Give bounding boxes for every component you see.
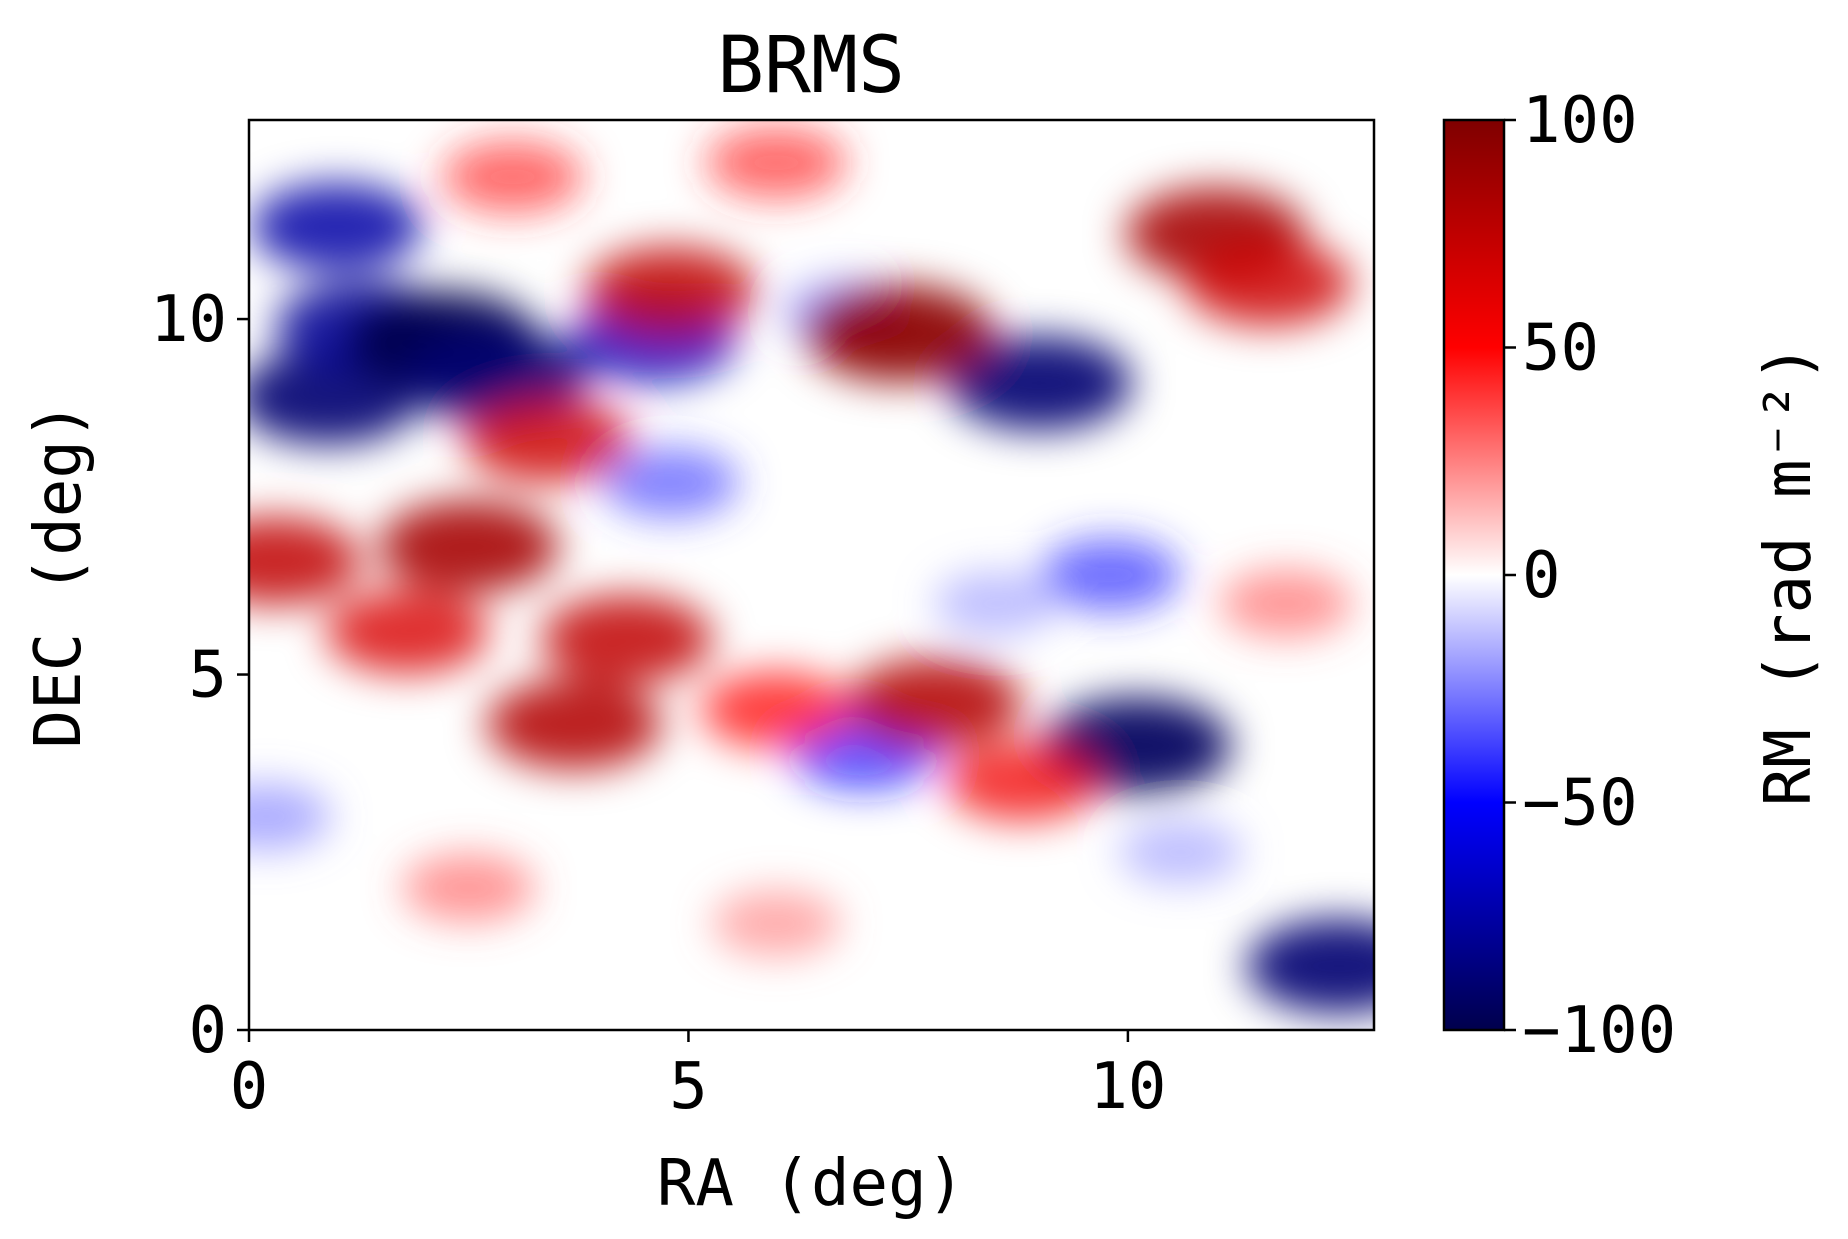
y-axis: 0 5 10 <box>150 283 249 1068</box>
colorbar-tick-label: 0 <box>1522 539 1561 613</box>
heatmap-feature <box>541 594 713 684</box>
colorbar: 100 50 0 −50 −100 RM (rad m⁻²) <box>1442 84 1826 1068</box>
heatmap-feature <box>249 783 331 850</box>
heatmap-feature <box>705 126 847 199</box>
heatmap-feature <box>251 182 423 271</box>
x-tick-label: 0 <box>230 1050 269 1124</box>
plot-area <box>247 118 1376 1032</box>
colorbar-tick-label: −100 <box>1522 994 1676 1068</box>
heatmap-feature <box>249 516 362 605</box>
heatmap-feature <box>378 500 559 593</box>
y-tick-label: 5 <box>188 639 227 713</box>
heatmap-feature <box>602 447 740 518</box>
heatmap-feature <box>325 589 489 674</box>
heatmap-feature <box>1039 538 1181 612</box>
y-tick-label: 10 <box>150 283 227 357</box>
heatmap-feature <box>486 679 663 770</box>
colorbar-ticks: 100 50 0 −50 −100 <box>1504 84 1676 1068</box>
heatmap-feature <box>464 396 632 483</box>
colorbar-tick-label: 50 <box>1522 312 1599 386</box>
heatmap-feature <box>402 853 535 922</box>
heatmap-feature <box>846 657 1023 749</box>
heatmap <box>249 126 1374 1014</box>
colorbar-tick-label: −50 <box>1522 767 1638 841</box>
y-axis-label: DEC (deg) <box>22 402 96 749</box>
heatmap-feature <box>945 741 1100 821</box>
heatmap-feature <box>442 140 584 214</box>
colorbar-tick-label: 100 <box>1522 84 1638 158</box>
heatmap-feature <box>1246 918 1374 1014</box>
colorbar-label: RM (rad m⁻²) <box>1752 344 1826 806</box>
heatmap-feature <box>1184 240 1353 327</box>
heatmap-feature <box>585 246 757 335</box>
heatmap-feature <box>804 284 994 382</box>
heatmap-feature <box>701 671 852 749</box>
chart-title: BRMS <box>717 21 905 111</box>
plot-frame <box>247 118 1376 1032</box>
heatmap-feature <box>947 335 1133 431</box>
x-axis: 0 5 10 <box>230 1030 1166 1124</box>
heatmap-feature <box>712 890 841 957</box>
colorbar-bar <box>1442 118 1506 1032</box>
heatmap-feature <box>1118 820 1243 885</box>
x-axis-label: RA (deg) <box>657 1147 965 1221</box>
x-tick-label: 5 <box>669 1050 708 1124</box>
heatmap-feature <box>1219 569 1353 638</box>
y-tick-label: 0 <box>188 994 227 1068</box>
x-tick-label: 10 <box>1089 1050 1166 1124</box>
heatmap-feature <box>934 571 1058 636</box>
